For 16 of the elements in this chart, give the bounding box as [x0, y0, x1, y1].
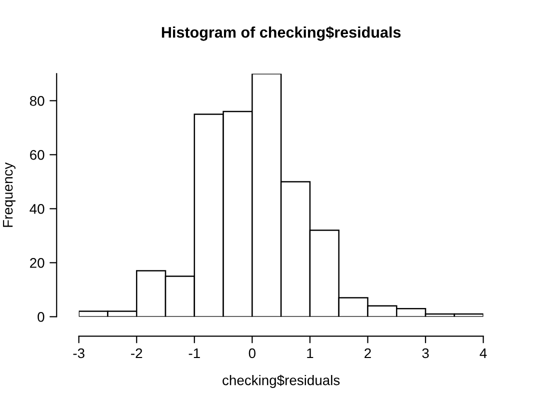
x-tick-label: 3 — [422, 348, 429, 358]
x-tick-label: 2 — [364, 348, 371, 358]
x-tick-label: -1 — [188, 348, 200, 358]
x-tick-label: 1 — [307, 348, 314, 358]
chart-title: Histogram of checking$residuals — [162, 26, 401, 41]
y-axis-title: Frequency — [3, 162, 16, 227]
y-tick-label: 20 — [30, 258, 44, 268]
y-tick-label: 60 — [30, 150, 44, 160]
x-tick-label: -3 — [73, 348, 84, 358]
y-tick-label: 40 — [30, 204, 44, 214]
y-tick-label: 0 — [38, 312, 44, 322]
x-tick-label: 4 — [480, 348, 487, 358]
x-tick-label: 0 — [248, 348, 256, 358]
x-axis-title: checking$residuals — [222, 374, 340, 388]
x-tick-label: -2 — [131, 348, 142, 358]
y-tick-label: 80 — [30, 96, 44, 106]
